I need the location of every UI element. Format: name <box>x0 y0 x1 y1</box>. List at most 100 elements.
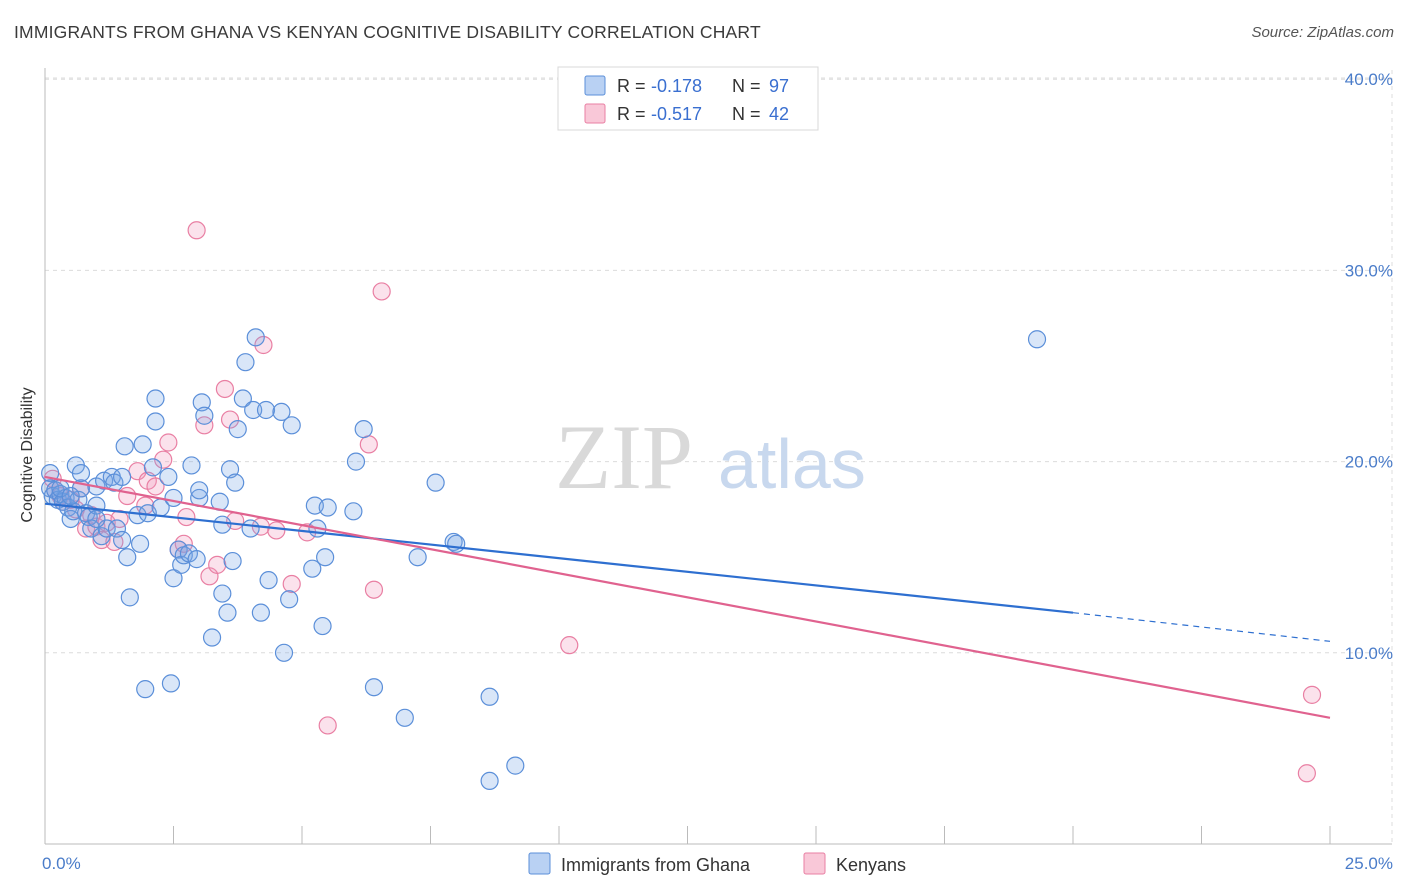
legend-kenyans-n-value: 42 <box>769 104 789 124</box>
kenyans-point <box>318 716 337 735</box>
ghana-point <box>169 540 188 559</box>
watermark-atlas: atlas <box>718 425 866 503</box>
ghana-point <box>195 406 214 425</box>
ghana-point <box>1027 330 1047 349</box>
kenyans-point <box>208 555 227 574</box>
ghana-point <box>318 498 337 517</box>
ghana-point <box>259 571 278 590</box>
ghana-trend-line <box>44 502 1074 614</box>
ghana-point <box>143 458 163 477</box>
legend-ghana-n-value: 97 <box>769 76 789 96</box>
ghana-point <box>447 534 466 553</box>
ghana-point <box>280 590 299 609</box>
ghana-point <box>112 467 132 487</box>
axes <box>44 68 1392 845</box>
kenyans-point <box>282 574 301 594</box>
ghana-point <box>71 463 91 483</box>
legend-ghana-r-value: -0.178 <box>651 76 702 96</box>
kenyans-point <box>359 435 378 454</box>
ghana-point <box>354 420 373 439</box>
legend-kenyans-swatch <box>584 103 606 124</box>
ghana-point <box>344 502 363 521</box>
ghana-point <box>164 488 183 508</box>
ghana-point <box>120 588 139 607</box>
ghana-point <box>61 486 80 506</box>
ghana-point <box>303 559 322 578</box>
gridlines <box>45 70 1393 844</box>
ghana-point <box>241 519 260 538</box>
legend-ghana-n-label: N = <box>732 76 761 96</box>
ghana-point <box>244 400 263 420</box>
kenyans-trend-line <box>44 475 1331 719</box>
ghana-point <box>480 771 499 791</box>
chart-title: IMMIGRANTS FROM GHANA VS KENYAN COGNITIV… <box>14 22 761 42</box>
legend-kenyans-r-label: R = <box>617 104 646 124</box>
legend-kenyans-n-label: N = <box>732 104 761 124</box>
legend-bottom-kenyans-swatch <box>803 852 826 875</box>
kenyans-point <box>195 416 214 435</box>
kenyans-point <box>146 477 165 496</box>
ghana-point <box>213 584 232 603</box>
ghana-point <box>164 569 183 588</box>
ghana-point <box>256 400 276 420</box>
ghana-point <box>272 402 291 422</box>
ghana-point <box>192 393 211 412</box>
ghana-point <box>313 616 332 636</box>
ghana-point <box>346 452 366 471</box>
ghana-point <box>274 643 294 662</box>
x-tick-label: 25.0% <box>1345 854 1393 873</box>
ghana-point <box>130 534 150 553</box>
ghana-point <box>118 548 137 567</box>
ghana-point <box>107 519 127 538</box>
legend-kenyans-r-value: -0.517 <box>651 104 702 124</box>
kenyans-point <box>215 379 234 399</box>
ghana-point <box>82 519 101 538</box>
ghana-point <box>236 353 255 372</box>
ghana-point <box>146 412 165 431</box>
legend-top: R = -0.178 N = 97 R = -0.517 N = 42 <box>557 66 819 131</box>
ghana-point <box>480 687 499 706</box>
kenyans-point <box>220 410 240 429</box>
ghana-point <box>202 628 222 647</box>
ghana-point <box>146 389 165 408</box>
legend-bottom-kenyans-label: Kenyans <box>836 855 906 875</box>
ghana-point <box>251 603 270 622</box>
x-tick-label: 0.0% <box>42 854 81 873</box>
kenyans-point <box>364 580 384 599</box>
kenyans-point <box>1302 685 1322 704</box>
kenyans-point <box>159 433 178 452</box>
legend-bottom: Immigrants from Ghana Kenyans <box>528 852 906 875</box>
ghana-point <box>226 473 245 492</box>
ghana-point <box>136 680 155 699</box>
kenyans-point <box>118 486 137 506</box>
legend-bottom-ghana-swatch <box>528 852 551 875</box>
ghana-point <box>506 756 525 775</box>
ghana-point <box>182 456 201 475</box>
ghana-point <box>316 548 335 567</box>
ghana-point <box>282 416 301 435</box>
ghana-point <box>112 530 132 550</box>
kenyans-point <box>372 282 391 301</box>
legend-ghana-swatch <box>584 75 606 96</box>
ghana-point <box>228 420 247 439</box>
kenyans-point <box>560 636 579 655</box>
ghana-point <box>87 509 106 529</box>
ghana-point <box>233 389 252 408</box>
y-tick-label: 20.0% <box>1345 453 1393 472</box>
ghana-point <box>190 481 209 500</box>
ghana-point <box>223 551 242 571</box>
y-tick-labels: 10.0% 20.0% 30.0% 40.0% <box>1345 70 1393 663</box>
source-label: Source: ZipAtlas.com <box>1251 24 1394 41</box>
trend-lines <box>44 475 1331 719</box>
legend-bottom-ghana-label: Immigrants from Ghana <box>561 855 751 875</box>
ghana-point <box>246 328 265 347</box>
ghana-point <box>408 548 427 567</box>
ghana-point <box>213 515 232 534</box>
y-tick-label: 30.0% <box>1345 261 1393 280</box>
ghana-point <box>187 550 206 569</box>
series-ghana <box>41 328 1047 791</box>
ghana-point <box>159 467 178 487</box>
ghana-trend-line-extension <box>1072 612 1331 642</box>
ghana-point <box>426 473 445 492</box>
